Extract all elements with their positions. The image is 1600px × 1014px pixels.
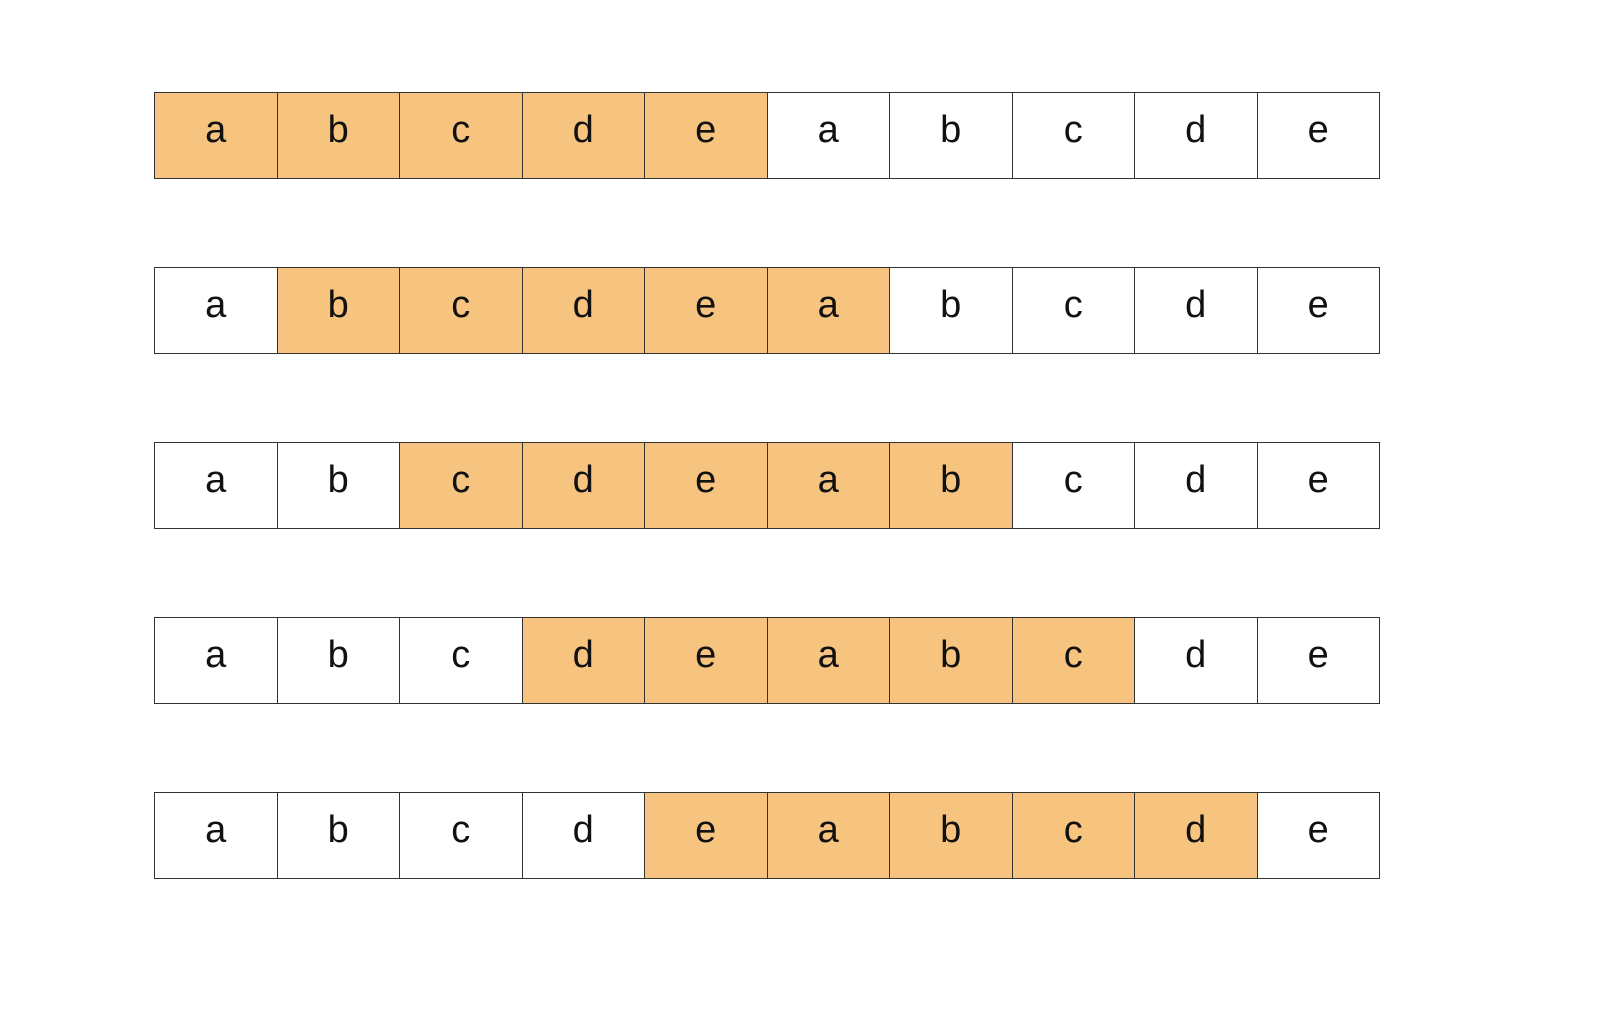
highlighted-cell: b bbox=[890, 443, 1013, 528]
cell: b bbox=[890, 268, 1013, 353]
cell: b bbox=[278, 793, 400, 878]
cell: a bbox=[155, 443, 278, 528]
cell: e bbox=[1307, 109, 1329, 151]
highlighted-cell: b bbox=[277, 268, 400, 353]
cell: c bbox=[1013, 443, 1135, 528]
cell: c bbox=[400, 793, 523, 878]
cell: b bbox=[278, 618, 400, 703]
highlighted-cell: a bbox=[767, 618, 890, 703]
cell: c bbox=[1013, 93, 1135, 178]
highlighted-cell: d bbox=[1135, 793, 1258, 878]
highlighted-cell: c bbox=[1012, 793, 1135, 878]
cell: b bbox=[278, 443, 400, 528]
cell: a bbox=[155, 618, 278, 703]
highlighted-cell: e bbox=[645, 443, 768, 528]
cell: e bbox=[1307, 634, 1329, 676]
highlighted-cell: d bbox=[522, 268, 645, 353]
highlighted-cell: a bbox=[767, 793, 890, 878]
cell: d bbox=[523, 793, 645, 878]
cell: a bbox=[155, 793, 278, 878]
cell: e bbox=[1307, 459, 1329, 501]
cell: a bbox=[768, 93, 890, 178]
cell: a bbox=[155, 268, 278, 353]
cell: d bbox=[1135, 618, 1258, 703]
highlighted-cell: c bbox=[400, 443, 523, 528]
highlighted-cell: a bbox=[155, 93, 278, 178]
highlighted-cell: a bbox=[767, 268, 890, 353]
cell: b bbox=[890, 93, 1013, 178]
cell: c bbox=[400, 618, 523, 703]
highlighted-cell: e bbox=[645, 793, 768, 878]
highlighted-cell: b bbox=[277, 93, 400, 178]
highlighted-cell: c bbox=[400, 93, 523, 178]
cell: c bbox=[1013, 268, 1135, 353]
cell: d bbox=[1135, 93, 1258, 178]
highlighted-cell: c bbox=[400, 268, 523, 353]
highlighted-cell: b bbox=[890, 618, 1013, 703]
cell: d bbox=[1135, 268, 1258, 353]
cell: e bbox=[1307, 284, 1329, 326]
cell: d bbox=[1135, 443, 1258, 528]
highlighted-cell: b bbox=[890, 793, 1013, 878]
highlighted-cell: d bbox=[522, 93, 645, 178]
highlighted-cell: d bbox=[522, 443, 645, 528]
highlighted-cell: c bbox=[1012, 618, 1135, 703]
highlighted-cell: d bbox=[522, 618, 645, 703]
cell: e bbox=[1307, 809, 1329, 851]
highlighted-cell: e bbox=[645, 268, 768, 353]
highlighted-cell: e bbox=[645, 618, 768, 703]
highlighted-cell: a bbox=[767, 443, 890, 528]
highlighted-cell: e bbox=[645, 93, 768, 178]
